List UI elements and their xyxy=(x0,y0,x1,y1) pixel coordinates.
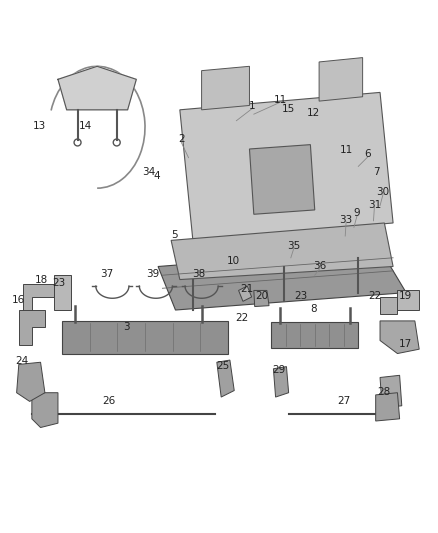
Bar xyxy=(271,322,358,349)
Text: 22: 22 xyxy=(368,291,381,301)
Polygon shape xyxy=(273,367,289,397)
Text: 39: 39 xyxy=(146,269,159,279)
Text: 22: 22 xyxy=(236,313,249,323)
Text: 8: 8 xyxy=(311,304,317,314)
Text: 17: 17 xyxy=(399,339,412,349)
Text: 15: 15 xyxy=(282,104,295,114)
Polygon shape xyxy=(397,290,419,310)
Text: 3: 3 xyxy=(124,321,130,332)
Text: 31: 31 xyxy=(368,200,381,209)
Text: 19: 19 xyxy=(399,291,412,301)
Text: 37: 37 xyxy=(101,269,114,279)
Text: 21: 21 xyxy=(240,284,253,294)
Circle shape xyxy=(186,335,191,340)
Circle shape xyxy=(81,335,87,340)
Text: 4: 4 xyxy=(154,171,160,181)
Polygon shape xyxy=(19,310,45,345)
Circle shape xyxy=(304,333,309,337)
Bar xyxy=(62,321,228,353)
Circle shape xyxy=(199,335,204,340)
Polygon shape xyxy=(201,66,250,110)
Text: 25: 25 xyxy=(216,361,229,371)
Text: 13: 13 xyxy=(33,122,46,131)
Circle shape xyxy=(134,335,139,340)
Polygon shape xyxy=(171,223,393,279)
Circle shape xyxy=(212,335,217,340)
Text: 26: 26 xyxy=(102,395,116,406)
Polygon shape xyxy=(23,284,53,323)
Polygon shape xyxy=(58,66,136,110)
Circle shape xyxy=(319,333,323,337)
Text: 16: 16 xyxy=(12,295,25,305)
Polygon shape xyxy=(319,58,363,101)
Text: 34: 34 xyxy=(142,167,155,176)
Text: 7: 7 xyxy=(373,167,380,176)
Circle shape xyxy=(120,335,126,340)
Circle shape xyxy=(68,335,74,340)
Text: 12: 12 xyxy=(307,108,321,118)
Text: 35: 35 xyxy=(287,240,300,251)
Text: 10: 10 xyxy=(226,256,240,266)
Polygon shape xyxy=(380,321,419,353)
Text: 9: 9 xyxy=(353,208,360,219)
Circle shape xyxy=(147,335,152,340)
Circle shape xyxy=(290,333,294,337)
Polygon shape xyxy=(53,275,71,310)
Text: 33: 33 xyxy=(339,215,353,225)
Polygon shape xyxy=(380,297,397,314)
Circle shape xyxy=(347,333,352,337)
Polygon shape xyxy=(254,290,269,306)
Text: 6: 6 xyxy=(364,149,371,159)
Text: 11: 11 xyxy=(274,95,287,105)
Text: 2: 2 xyxy=(178,134,184,144)
Text: 23: 23 xyxy=(53,278,66,288)
Text: 24: 24 xyxy=(16,357,29,366)
Circle shape xyxy=(173,335,178,340)
Circle shape xyxy=(95,335,100,340)
Text: 18: 18 xyxy=(35,276,49,286)
Text: 36: 36 xyxy=(313,261,327,271)
Text: 28: 28 xyxy=(377,387,390,397)
Polygon shape xyxy=(217,360,234,397)
Text: 27: 27 xyxy=(338,395,351,406)
Polygon shape xyxy=(32,393,58,427)
Text: 20: 20 xyxy=(255,291,268,301)
Text: 1: 1 xyxy=(248,101,255,111)
Circle shape xyxy=(276,333,280,337)
Polygon shape xyxy=(158,249,406,310)
Polygon shape xyxy=(380,375,402,408)
Text: 11: 11 xyxy=(339,145,353,155)
Text: 14: 14 xyxy=(79,122,92,131)
Circle shape xyxy=(333,333,337,337)
Text: 5: 5 xyxy=(171,230,178,240)
Circle shape xyxy=(108,335,113,340)
Polygon shape xyxy=(17,362,45,401)
Text: 29: 29 xyxy=(272,365,286,375)
Circle shape xyxy=(160,335,165,340)
Polygon shape xyxy=(376,393,399,421)
Polygon shape xyxy=(250,144,315,214)
Polygon shape xyxy=(180,92,393,240)
Text: 30: 30 xyxy=(377,187,390,197)
Text: 23: 23 xyxy=(294,291,307,301)
Polygon shape xyxy=(239,286,252,301)
Text: 38: 38 xyxy=(192,269,205,279)
